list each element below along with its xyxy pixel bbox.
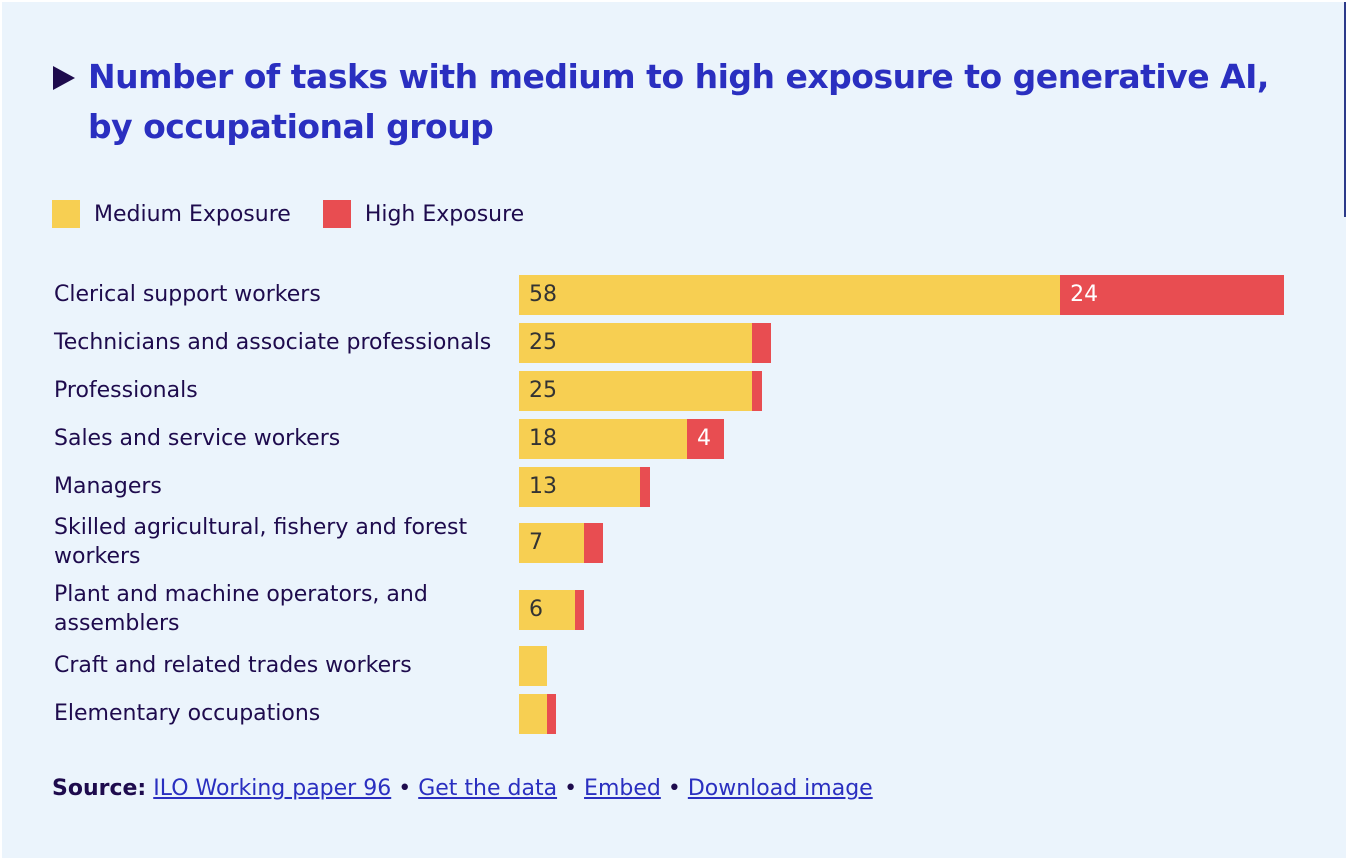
data-label: 25 (529, 330, 557, 355)
bar-medium[interactable] (519, 646, 547, 686)
link-working-paper[interactable]: ILO Working paper 96 (153, 776, 392, 801)
bar-high[interactable] (752, 323, 771, 363)
category-label: Craft and related trades workers (54, 652, 412, 678)
bar-medium[interactable] (519, 590, 575, 630)
bar-high[interactable] (640, 467, 650, 507)
bar-high[interactable] (546, 694, 557, 734)
scrollbar[interactable] (1344, 2, 1346, 217)
category-label: Managers (54, 473, 162, 499)
data-label: 24 (1070, 282, 1099, 307)
category-label: Technicians and associate professionals (54, 329, 492, 355)
data-label: 6 (529, 597, 543, 622)
bar-medium[interactable] (519, 371, 753, 411)
collapse-triangle-icon[interactable] (53, 66, 75, 90)
bar-high[interactable] (1060, 275, 1285, 315)
legend-item-medium: Medium Exposure (52, 200, 291, 228)
category-label: Sales and service workers (54, 425, 341, 451)
legend-swatch-medium (52, 200, 80, 228)
bar-medium[interactable] (519, 275, 1061, 315)
bar-high[interactable] (752, 371, 762, 411)
link-get-data[interactable]: Get the data (418, 776, 558, 801)
bar-medium[interactable] (519, 694, 547, 734)
data-label: 18 (529, 426, 557, 451)
data-label: 58 (529, 282, 557, 307)
source-line: Source: ILO Working paper 96 • Get the d… (52, 776, 873, 801)
category-label: Elementary occupations (54, 700, 321, 726)
legend-label-medium: Medium Exposure (94, 201, 291, 227)
legend: Medium Exposure High Exposure (52, 200, 556, 228)
link-download-image[interactable]: Download image (687, 776, 873, 801)
data-label: 13 (529, 474, 557, 499)
separator: • (667, 776, 681, 801)
legend-item-high: High Exposure (322, 200, 525, 228)
separator: • (398, 776, 412, 801)
data-label: 4 (696, 426, 711, 451)
separator: • (564, 776, 578, 801)
category-label: Skilled agricultural, fishery and forest… (54, 515, 468, 569)
bar-high[interactable] (584, 523, 603, 563)
data-label: 25 (529, 378, 557, 403)
bar-high[interactable] (574, 590, 585, 630)
data-label: 7 (529, 530, 543, 555)
bar-medium[interactable] (519, 323, 753, 363)
legend-swatch-high (322, 200, 351, 228)
bar-medium[interactable] (519, 523, 585, 563)
source-label: Source: (52, 776, 147, 801)
category-label: Plant and machine operators, and assembl… (54, 582, 428, 636)
category-label: Professionals (54, 377, 198, 403)
bar-high[interactable] (686, 419, 725, 459)
link-embed[interactable]: Embed (584, 776, 661, 801)
category-label: Clerical support workers (54, 281, 321, 307)
bar-medium[interactable] (519, 467, 641, 507)
bar-medium[interactable] (519, 419, 687, 459)
chart-title: Number of tasks with medium to high expo… (88, 57, 1269, 146)
legend-label-high: High Exposure (364, 201, 525, 227)
